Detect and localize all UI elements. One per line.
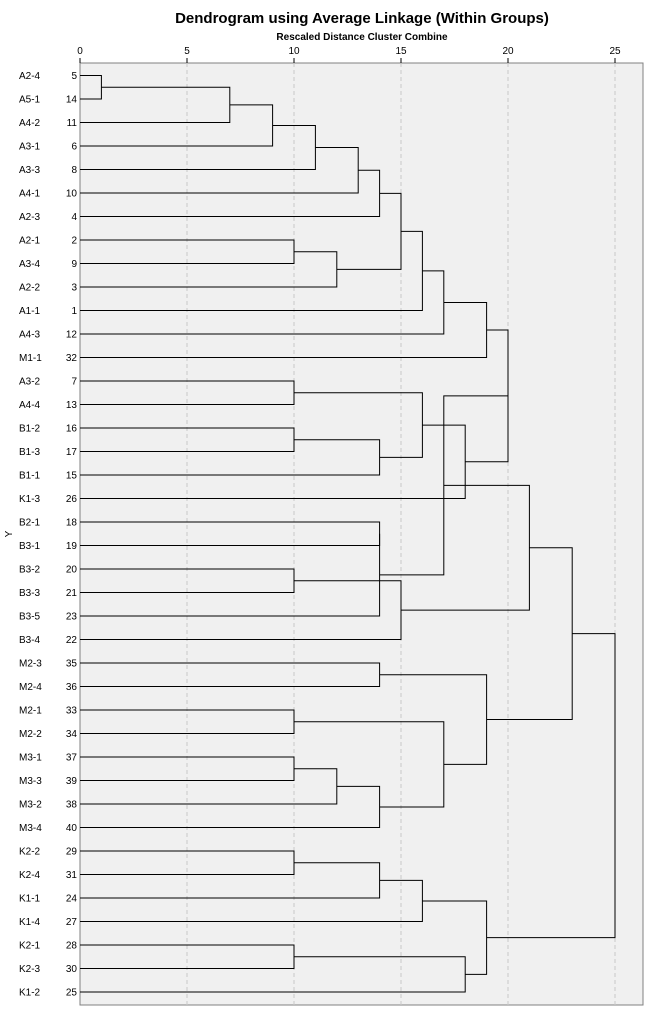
- leaf-label: B3-1: [19, 541, 41, 552]
- leaf-case-number: 15: [66, 471, 78, 482]
- leaf-label: A3-4: [19, 259, 41, 270]
- leaf-label: A4-3: [19, 330, 41, 341]
- leaf-case-number: 23: [66, 612, 78, 623]
- leaf-label: K2-4: [19, 870, 41, 881]
- tick-label-0: 0: [77, 46, 83, 57]
- leaf-case-number: 25: [66, 988, 78, 999]
- leaf-label: M3-1: [19, 753, 42, 764]
- leaf-label: K1-1: [19, 894, 41, 905]
- leaf-label: M2-4: [19, 682, 42, 693]
- leaf-label: K2-3: [19, 964, 41, 975]
- x-axis-ticks: 0 5 10 15 20 25: [77, 46, 621, 63]
- leaf-case-number: 8: [71, 165, 77, 176]
- leaf-case-number: 33: [66, 706, 78, 717]
- dendrogram-links: [80, 75, 616, 993]
- leaf-case-number: 1: [71, 306, 77, 317]
- leaf-case-number: 26: [66, 494, 78, 505]
- leaf-case-number: 14: [66, 95, 78, 106]
- leaf-case-number: 17: [66, 447, 78, 458]
- leaf-case-number: 27: [66, 917, 78, 928]
- leaf-case-number: 28: [66, 941, 78, 952]
- leaf-label: M2-2: [19, 729, 42, 740]
- leaf-case-number: 32: [66, 353, 78, 364]
- merge-link-21: [80, 533, 381, 617]
- leaf-label: M2-3: [19, 659, 42, 670]
- leaf-label: K2-1: [19, 941, 41, 952]
- leaf-label: A4-2: [19, 118, 41, 129]
- leaf-label: B1-2: [19, 424, 41, 435]
- leaf-case-number: 3: [71, 283, 77, 294]
- leaf-case-number: 20: [66, 565, 78, 576]
- leaf-case-number: 29: [66, 847, 78, 858]
- leaf-label: K1-2: [19, 988, 41, 999]
- leaf-label: A2-4: [19, 71, 41, 82]
- leaf-label: A2-3: [19, 212, 41, 223]
- leaf-case-number: 30: [66, 964, 78, 975]
- leaf-label: A3-3: [19, 165, 41, 176]
- leaf-case-number: 6: [71, 142, 77, 153]
- leaf-case-number: 12: [66, 330, 78, 341]
- tick-label-2: 10: [288, 46, 300, 57]
- leaf-labels: A2-4 5 A5-1 14 A4-2 11 A3-1 6 A3-3 8 A4-1 10 A2-3 4 A2…: [19, 71, 77, 999]
- leaf-label: A2-1: [19, 236, 41, 247]
- leaf-label: M3-4: [19, 823, 42, 834]
- tick-label-1: 5: [184, 46, 190, 57]
- tick-label-5: 25: [609, 46, 621, 57]
- leaf-case-number: 39: [66, 776, 78, 787]
- leaf-label: B2-1: [19, 518, 41, 529]
- leaf-label: A1-1: [19, 306, 41, 317]
- leaf-case-number: 22: [66, 635, 78, 646]
- leaf-label: K1-3: [19, 494, 41, 505]
- leaf-case-number: 18: [66, 518, 78, 529]
- leaf-label: B3-5: [19, 612, 41, 623]
- leaf-label: K1-4: [19, 917, 41, 928]
- leaf-label: A3-2: [19, 377, 41, 388]
- merge-link-39: [486, 633, 616, 939]
- leaf-label: A5-1: [19, 95, 41, 106]
- x-axis-label: Rescaled Distance Cluster Combine: [276, 32, 448, 43]
- leaf-case-number: 35: [66, 659, 78, 670]
- y-axis-label: Y: [4, 530, 15, 537]
- leaf-case-number: 34: [66, 729, 78, 740]
- leaf-case-number: 9: [71, 259, 77, 270]
- leaf-label: A4-1: [19, 189, 41, 200]
- leaf-label: M3-3: [19, 776, 42, 787]
- leaf-label: B3-2: [19, 565, 41, 576]
- leaf-label: A2-2: [19, 283, 41, 294]
- leaf-case-number: 40: [66, 823, 78, 834]
- leaf-label: B3-3: [19, 588, 41, 599]
- leaf-label: A4-4: [19, 400, 41, 411]
- leaf-case-number: 11: [67, 118, 78, 129]
- leaf-case-number: 21: [66, 588, 78, 599]
- leaf-case-number: 36: [66, 682, 78, 693]
- leaf-case-number: 16: [66, 424, 78, 435]
- leaf-label: M2-1: [19, 706, 42, 717]
- leaf-case-number: 19: [66, 541, 78, 552]
- chart-title: Dendrogram using Average Linkage (Within…: [175, 10, 549, 27]
- leaf-case-number: 13: [66, 400, 78, 411]
- leaf-case-number: 31: [66, 870, 78, 881]
- leaf-case-number: 5: [71, 71, 77, 82]
- leaf-label: M1-1: [19, 353, 42, 364]
- leaf-case-number: 4: [71, 212, 77, 223]
- leaf-label: B3-4: [19, 635, 41, 646]
- leaf-label: B1-1: [19, 471, 41, 482]
- leaf-label: A3-1: [19, 142, 41, 153]
- plot-area: [79, 62, 644, 1006]
- leaf-case-number: 38: [66, 800, 78, 811]
- tick-label-3: 15: [395, 46, 407, 57]
- leaf-case-number: 37: [66, 753, 78, 764]
- leaf-case-number: 2: [71, 236, 77, 247]
- tick-label-4: 20: [502, 46, 514, 57]
- leaf-case-number: 7: [71, 377, 77, 388]
- leaf-label: M3-2: [19, 800, 42, 811]
- leaf-case-number: 10: [66, 189, 78, 200]
- leaf-label: B1-3: [19, 447, 41, 458]
- leaf-case-number: 24: [66, 894, 78, 905]
- leaf-label: K2-2: [19, 847, 41, 858]
